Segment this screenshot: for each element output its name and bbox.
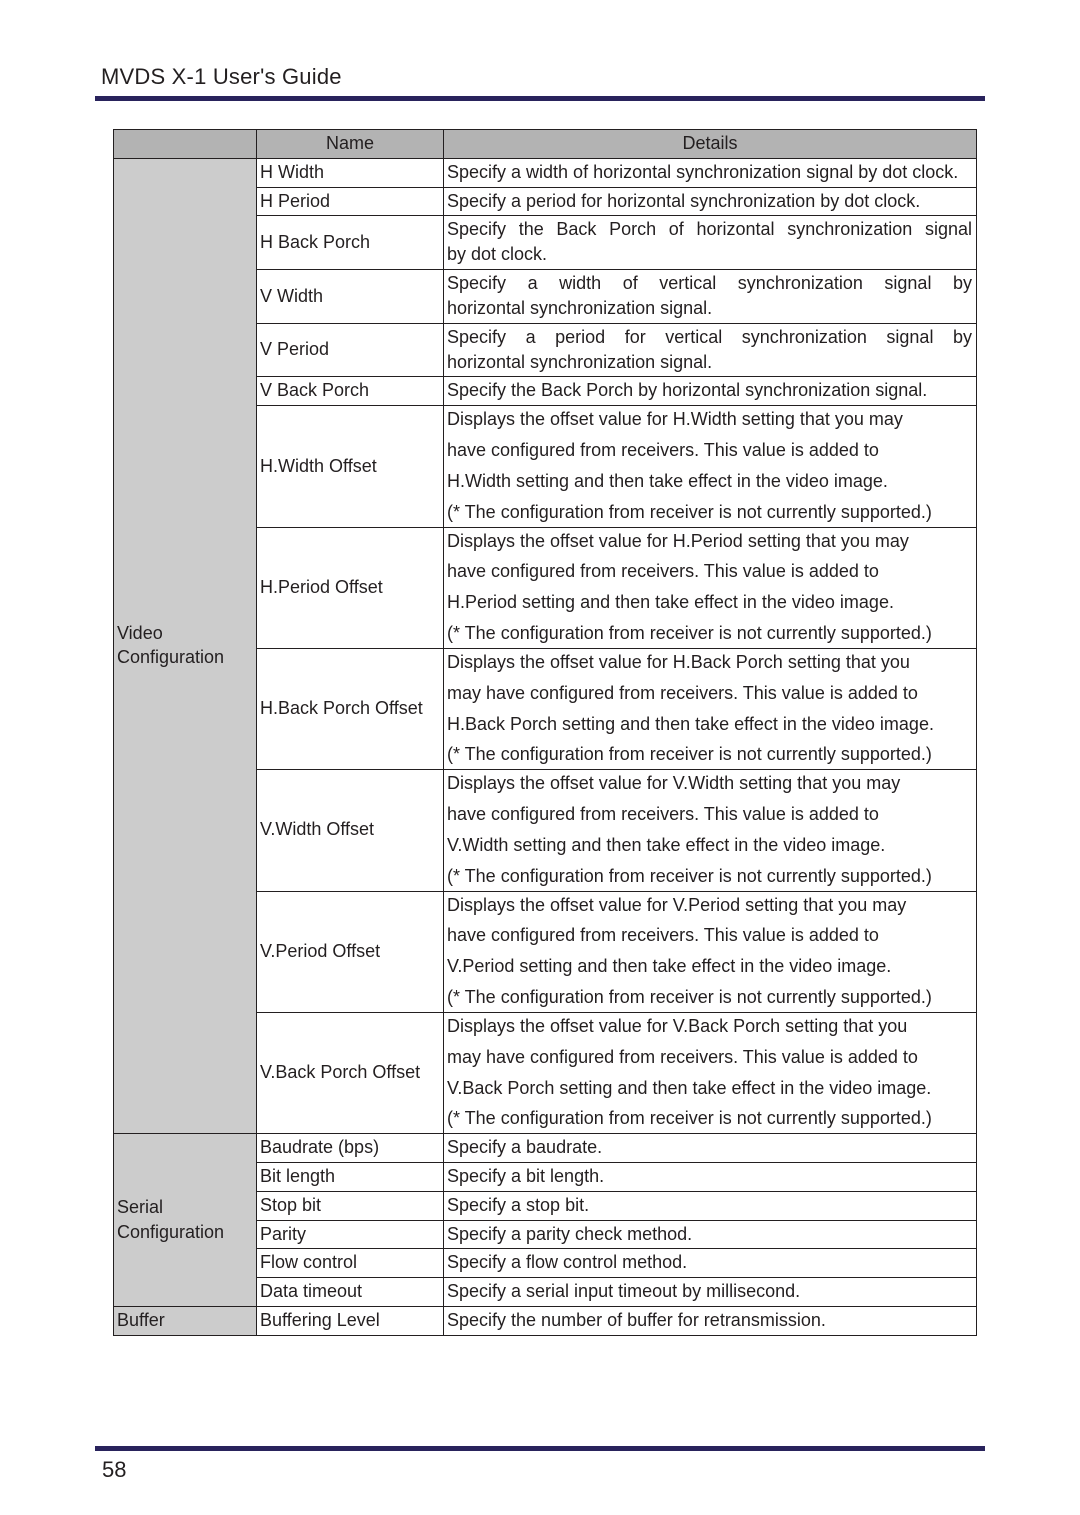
table-row: Serial ConfigurationBaudrate (bps)Specif… <box>114 1134 977 1163</box>
details-cell: Specify a baudrate. <box>444 1134 977 1163</box>
details-cell: Displays the offset value for V.Period s… <box>444 891 977 1012</box>
name-cell: Baudrate (bps) <box>257 1134 444 1163</box>
details-cell: Specify a bit length. <box>444 1162 977 1191</box>
details-cell: Specify a period for horizontal synchron… <box>444 187 977 216</box>
doc-title: MVDS X-1 User's Guide <box>95 64 985 96</box>
details-cell: Specify a stop bit. <box>444 1191 977 1220</box>
name-cell: H.Width Offset <box>257 406 444 527</box>
details-cell: Specify a parity check method. <box>444 1220 977 1249</box>
details-cell: Displays the offset value for H.Width se… <box>444 406 977 527</box>
page: MVDS X-1 User's Guide Name Details Video… <box>0 0 1080 1336</box>
name-cell: V Width <box>257 270 444 324</box>
details-cell: Specify a width of vertical synchronizat… <box>444 270 977 324</box>
name-cell: Parity <box>257 1220 444 1249</box>
name-cell: V.Period Offset <box>257 891 444 1012</box>
details-cell: Specify the Back Porch of horizontal syn… <box>444 216 977 270</box>
table-row: BufferBuffering LevelSpecify the number … <box>114 1307 977 1336</box>
name-cell: V.Back Porch Offset <box>257 1012 444 1133</box>
table-row: Video ConfigurationH WidthSpecify a widt… <box>114 158 977 187</box>
details-cell: Displays the offset value for V.Width se… <box>444 770 977 891</box>
name-cell: H Width <box>257 158 444 187</box>
name-cell: V Period <box>257 323 444 377</box>
config-table: Name Details Video ConfigurationH WidthS… <box>113 129 977 1336</box>
details-cell: Displays the offset value for H.Period s… <box>444 527 977 648</box>
details-cell: Displays the offset value for H.Back Por… <box>444 648 977 769</box>
header-details: Details <box>444 130 977 159</box>
name-cell: Flow control <box>257 1249 444 1278</box>
name-cell: Bit length <box>257 1162 444 1191</box>
name-cell: V.Width Offset <box>257 770 444 891</box>
details-cell: Specify the Back Porch by horizontal syn… <box>444 377 977 406</box>
header-rule <box>95 96 985 101</box>
details-cell: Specify a width of horizontal synchroniz… <box>444 158 977 187</box>
name-cell: Data timeout <box>257 1278 444 1307</box>
header-name: Name <box>257 130 444 159</box>
details-cell: Specify a serial input timeout by millis… <box>444 1278 977 1307</box>
details-cell: Specify a flow control method. <box>444 1249 977 1278</box>
details-cell: Specify the number of buffer for retrans… <box>444 1307 977 1336</box>
name-cell: Buffering Level <box>257 1307 444 1336</box>
footer-rule <box>95 1446 985 1451</box>
name-cell: V Back Porch <box>257 377 444 406</box>
category-cell: Video Configuration <box>114 158 257 1133</box>
details-cell: Specify a period for vertical synchroniz… <box>444 323 977 377</box>
name-cell: H Back Porch <box>257 216 444 270</box>
name-cell: Stop bit <box>257 1191 444 1220</box>
details-cell: Displays the offset value for V.Back Por… <box>444 1012 977 1133</box>
name-cell: H.Period Offset <box>257 527 444 648</box>
page-number: 58 <box>102 1457 126 1483</box>
category-cell: Serial Configuration <box>114 1134 257 1307</box>
name-cell: H Period <box>257 187 444 216</box>
name-cell: H.Back Porch Offset <box>257 648 444 769</box>
table-header-row: Name Details <box>114 130 977 159</box>
header-category <box>114 130 257 159</box>
category-cell: Buffer <box>114 1307 257 1336</box>
